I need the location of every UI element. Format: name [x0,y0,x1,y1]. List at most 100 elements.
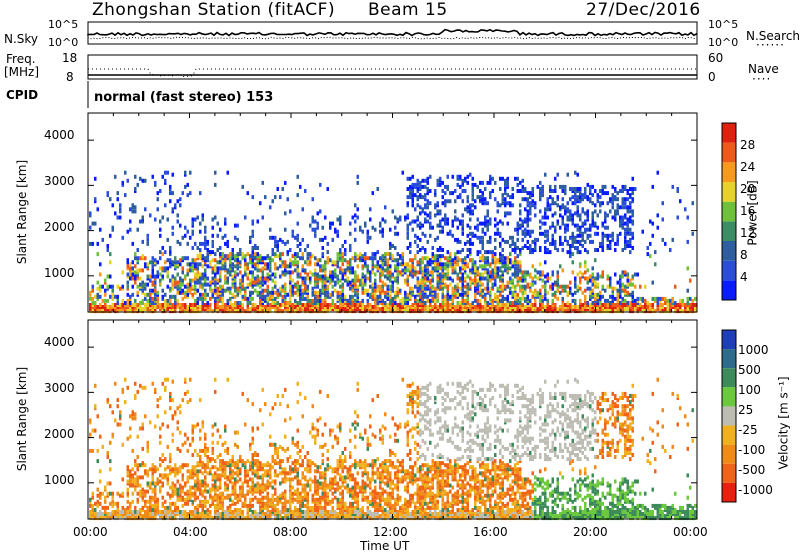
power-cell [236,307,239,312]
power-cell [559,205,562,210]
power-cell [286,239,289,244]
power-cell [474,298,477,303]
power-cell [419,270,422,275]
power-cell [461,278,464,283]
velocity-cell [89,432,92,437]
power-cell [289,270,292,275]
power-cell [614,241,617,246]
power-cell [556,172,559,177]
velocity-cell [179,510,182,514]
power-cell [134,274,137,279]
power-cell [261,294,264,299]
power-cell [551,272,554,277]
power-cell [274,296,277,301]
power-cell [644,307,647,312]
velocity-cell [126,510,129,514]
power-cell [466,286,469,291]
power-cell [471,301,474,305]
power-cell [164,292,167,297]
power-cell [126,266,129,271]
power-cell [366,235,369,240]
power-cell [176,301,179,305]
power-cell [521,303,524,307]
power-cell [101,305,104,309]
power-cell [134,307,137,312]
power-cell [96,305,99,309]
velocity-cell [184,377,187,382]
velocity-cell [104,505,107,510]
velocity-cell [181,485,184,490]
power-cell [474,260,477,265]
power-cell [431,225,434,230]
power-cell [451,290,454,295]
velocity-cell [204,467,207,472]
power-cell [384,294,387,299]
power-cell [349,280,352,285]
power-cell [144,282,147,287]
velocity-cell [99,491,102,496]
power-cell [604,288,607,293]
power-cell [689,278,692,283]
power-cell [579,307,582,312]
velocity-cell [126,499,129,504]
power-cell [601,237,604,242]
power-cell [501,197,504,202]
velocity-cell [126,505,129,510]
power-cell [336,256,339,261]
power-cell [501,258,504,263]
power-cell [466,290,469,295]
power-cell [226,301,229,305]
power-cell [506,296,509,301]
power-cell [591,282,594,287]
power-cell [361,303,364,307]
velocity-cell [156,481,159,486]
power-cell [406,195,409,200]
velocity-cell [199,398,202,403]
power-cell [391,280,394,285]
velocity-cell [184,514,187,519]
velocity-cell [154,465,157,470]
power-cell [594,303,597,307]
power-cell [239,278,242,283]
power-cell [454,189,457,193]
power-cell [469,237,472,242]
power-cell [524,244,527,248]
power-cell [199,272,202,277]
power-cell [159,233,162,238]
velocity-cell [116,422,119,427]
power-cell [384,290,387,295]
power-cell [471,193,474,198]
power-cell [371,307,374,312]
velocity-cell [184,440,187,445]
power-cell [514,307,517,312]
power-cell [421,195,424,200]
power-cell [616,197,619,202]
power-cell [326,187,329,191]
power-cell [399,215,402,220]
power-cell [204,272,207,277]
velocity-cell [204,479,207,484]
power-cell [384,219,387,224]
velocity-cell [219,453,222,457]
power-cell [354,270,357,275]
power-cell [291,260,294,265]
velocity-cell [189,398,192,403]
power-cell [629,237,632,242]
power-cell [464,301,467,305]
power-cell [464,278,467,283]
power-cell [406,307,409,312]
power-cell [289,290,292,295]
velocity-cell [196,495,199,500]
power-cell [624,272,627,277]
power-cell [154,307,157,312]
power-cell [611,231,614,236]
power-cell [139,276,142,281]
velocity-cell [204,495,207,500]
velocity-cell [156,404,159,409]
power-cell [309,223,312,228]
power-cell [219,278,222,283]
power-cell [366,229,369,234]
power-cell [201,292,204,297]
power-cell [329,278,332,283]
power-cell [136,260,139,265]
